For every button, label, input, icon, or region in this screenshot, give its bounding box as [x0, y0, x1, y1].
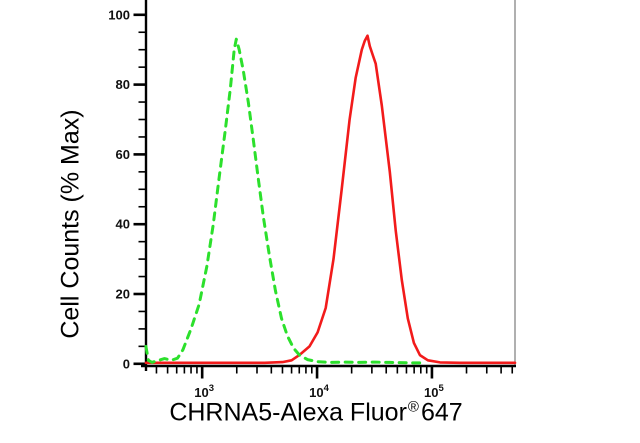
- y-tick-label: 60: [116, 147, 130, 162]
- y-tick-label: 40: [116, 217, 130, 232]
- registered-trademark-symbol: ®: [407, 398, 419, 416]
- x-axis-title-suffix: 647: [420, 398, 463, 427]
- y-axis-title-text: Cell Counts (% Max): [56, 109, 85, 339]
- y-tick-label: 80: [116, 77, 130, 92]
- y-axis-title: Cell Counts (% Max): [57, 109, 86, 338]
- y-tick-label: 20: [116, 287, 130, 302]
- red-solid-histogram: [144, 34, 517, 365]
- y-tick-label: 0: [123, 356, 130, 371]
- x-axis-title-prefix: CHRNA5-Alexa Fluor: [169, 398, 407, 427]
- x-tick-label: 103: [194, 383, 214, 400]
- x-tick-label: 105: [424, 383, 444, 400]
- green-dashed-histogram: [144, 37, 423, 365]
- x-tick-label: 104: [309, 383, 329, 400]
- y-tick-label: 100: [108, 7, 130, 22]
- x-axis-title: CHRNA5-Alexa Fluor®647: [169, 399, 462, 428]
